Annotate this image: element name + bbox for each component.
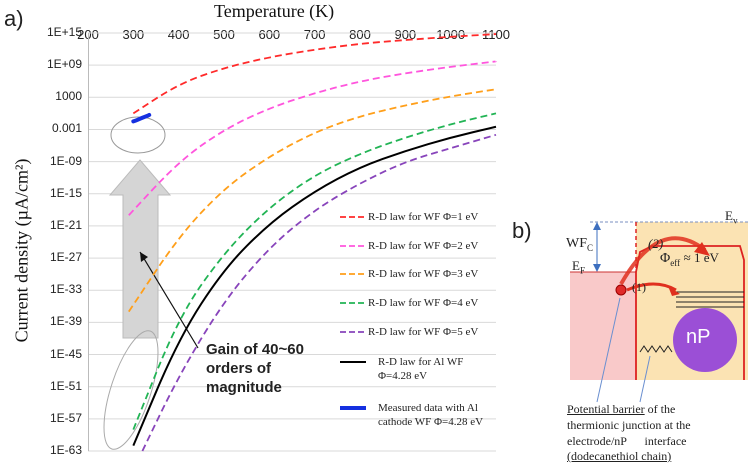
series-line-1 [128,60,497,216]
y-tick-label-1: 1E+09 [46,57,82,72]
y-tick-label-8: 1E-33 [49,282,82,297]
x-tick-label-300: 300 [122,27,145,42]
series-line-3 [132,112,497,430]
legend-item-measured-line2: cathode WF Φ=4.28 eV [378,416,484,428]
wfc-label: WFC [566,236,594,253]
y-tick-label-0: 1E+15 [46,25,82,39]
step-1-label: (1) [632,280,646,294]
y-tick-label-6: 1E-21 [49,217,82,232]
y-tick-label-2: 1000 [55,89,82,104]
y-tick-label-7: 1E-27 [49,250,82,265]
x-tick-label-400: 400 [167,27,190,42]
x-tick-label-800: 800 [349,27,371,42]
y-tick-label-4: 1E-09 [49,153,82,168]
y-tick-label-11: 1E-51 [49,378,82,393]
caption-line-3: electrode/nP interface [567,434,687,448]
series-line-6 [131,112,152,124]
np-label: nP [686,326,711,348]
low-temp-ellipse [103,330,159,450]
gain-arrow-icon [108,159,172,339]
x-tick-label-600: 600 [258,27,281,42]
y-tick-label-3: 0.001 [51,121,82,136]
gain-annotation-line3: magnitude [206,379,282,396]
legend-item-wf5: R-D law for WF Φ=5 eV [368,326,479,338]
caption-line-4: (dodecanethiol chain) [567,449,672,463]
y-tick-label-9: 1E-39 [49,314,82,329]
measured-data-ellipse [110,116,166,154]
phi-eff-label: Φeff ≈ 1 eV [660,250,719,268]
caption-line-2: thermionic junction at the [567,418,691,432]
caption-line-1: Potential barrier of the [567,402,676,416]
y-tick-label-13: 1E-63 [49,443,82,457]
y-axis-line [88,33,89,451]
gain-annotation-line1: Gain of 40~60 [206,341,304,358]
series-group [128,33,497,452]
series-line-4 [141,133,497,452]
step-2-label: (2) [648,236,664,251]
series-line-0 [132,33,497,115]
legend-item-al-line2: Φ=4.28 eV [378,370,428,382]
x-tick-label-1000: 1000 [436,27,466,42]
gain-annotation: Gain of 40~60 orders of magnitude [206,340,304,397]
legend-item-measured-line1: Measured data with Al [378,402,478,414]
annotation-pointer-line [139,251,199,349]
y-tick-label-10: 1E-45 [49,346,82,361]
x-tick-label-700: 700 [303,27,326,42]
legend-lines [340,216,366,410]
x-tick-label-900: 900 [394,27,417,42]
y-tick-label-5: 1E-15 [49,185,82,200]
x-axis-title: Temperature (K) [214,1,335,21]
legend-item-wf1: R-D law for WF Φ=1 eV [368,211,479,223]
panel-a-label: a) [4,6,24,31]
y-tick-label-12: 1E-57 [49,410,82,425]
legend-item-wf2: R-D law for WF Φ=2 eV [368,240,479,252]
x-tick-label-500: 500 [213,27,235,42]
legend-item-al-line1: R-D law for Al WF [378,356,464,368]
legend-item-wf3: R-D law for WF Φ=3 eV [368,268,479,280]
ef-label: EF [572,258,585,276]
legend-item-wf4: R-D law for WF Φ=4 eV [368,297,479,309]
panel-b-label: b) [512,218,532,243]
series-line-2 [128,88,497,313]
series-line-5 [132,125,497,447]
gain-annotation-line2: orders of [206,360,272,377]
ev-label: Ev [725,208,738,226]
annotation-pointer-head-icon [140,252,148,262]
